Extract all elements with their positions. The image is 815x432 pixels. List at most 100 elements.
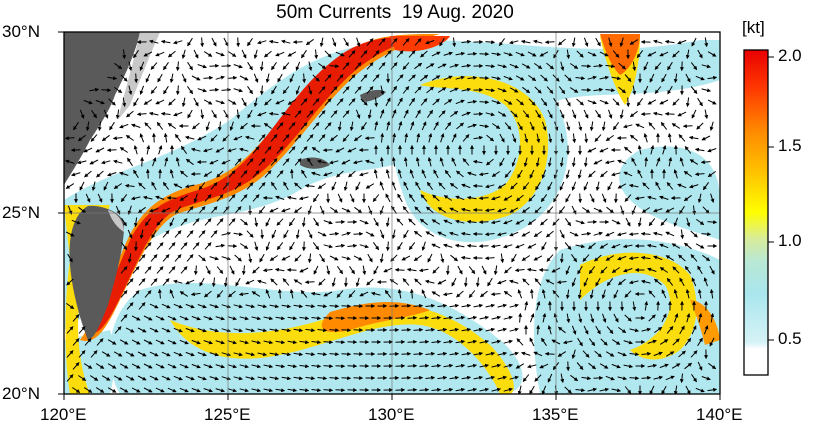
current-arrow (707, 75, 718, 80)
current-arrow (221, 63, 232, 68)
current-arrow (144, 218, 152, 227)
current-arrow (268, 39, 279, 44)
current-arrow (593, 207, 603, 213)
current-arrow (665, 207, 675, 213)
current-arrow (527, 51, 537, 57)
current-arrow (431, 51, 441, 57)
current-arrow (312, 98, 320, 106)
current-arrow (139, 85, 145, 95)
current-arrow (623, 171, 633, 177)
current-arrow (239, 147, 249, 152)
current-arrow (498, 38, 506, 47)
current-arrow (460, 207, 471, 212)
current-arrow (252, 170, 260, 178)
current-arrow (324, 74, 332, 82)
current-arrow (397, 97, 403, 107)
current-arrow (688, 135, 699, 140)
current-arrow (438, 182, 446, 190)
current-arrow (629, 110, 638, 118)
current-arrow (175, 156, 180, 167)
colorbar-tick-1-5: 1.5 (778, 136, 802, 155)
current-arrow (95, 99, 105, 105)
current-arrow (253, 97, 258, 108)
lat-label-20n: 20°N (2, 384, 40, 403)
current-arrow (179, 195, 189, 201)
current-arrow (228, 170, 236, 178)
current-arrow (91, 181, 96, 192)
current-arrow (192, 122, 200, 130)
current-arrow (408, 74, 416, 82)
current-arrow (581, 231, 592, 236)
current-arrow (617, 183, 627, 189)
current-arrow (456, 122, 465, 130)
current-arrow (624, 74, 632, 83)
current-arrow (618, 86, 627, 94)
current-arrow (461, 111, 471, 117)
current-arrow (478, 172, 489, 177)
current-arrow (233, 64, 243, 69)
current-arrow (685, 49, 690, 60)
current-arrow (198, 182, 206, 191)
current-arrow (120, 74, 128, 82)
current-arrow (455, 195, 465, 201)
current-arrow (587, 51, 597, 57)
current-arrow (628, 232, 639, 237)
current-arrow (239, 75, 249, 81)
current-arrow (174, 230, 182, 238)
current-arrow (407, 339, 418, 344)
current-arrow (119, 147, 128, 153)
current-arrow (312, 194, 320, 203)
current-arrow (649, 73, 655, 83)
current-arrow (301, 49, 307, 59)
current-arrow (709, 121, 714, 131)
current-arrow (380, 85, 385, 96)
current-arrow (128, 61, 133, 72)
current-arrow (121, 217, 127, 227)
current-arrow (509, 63, 519, 69)
current-arrow (192, 218, 200, 226)
current-arrow (317, 159, 327, 164)
current-arrow (547, 109, 553, 119)
current-arrow (301, 169, 307, 179)
current-arrow (192, 242, 200, 250)
current-arrow (65, 159, 75, 164)
current-arrow (65, 231, 75, 237)
current-arrow (335, 388, 346, 393)
current-arrow (461, 183, 471, 189)
current-arrow (702, 206, 710, 214)
current-arrow (439, 157, 444, 167)
current-arrow (648, 218, 656, 227)
current-arrow (180, 242, 188, 250)
current-arrow (628, 183, 639, 188)
current-arrow (466, 219, 477, 224)
current-arrow (683, 170, 692, 178)
current-arrow (187, 61, 193, 71)
current-arrow (511, 157, 516, 167)
current-arrow (535, 181, 541, 191)
current-arrow (288, 146, 296, 154)
current-arrow (685, 97, 690, 108)
current-arrow (197, 88, 207, 93)
current-arrow (380, 132, 385, 143)
current-arrow (335, 243, 346, 248)
colorbar-tick-2-0: 2.0 (778, 46, 802, 65)
current-arrow (260, 229, 265, 240)
current-arrow (227, 99, 237, 105)
current-arrow (163, 85, 169, 95)
current-arrow (626, 97, 631, 108)
current-arrow (191, 75, 201, 81)
current-arrow (204, 242, 212, 250)
current-arrow (324, 122, 332, 130)
current-arrow (323, 172, 333, 177)
current-arrow (690, 86, 698, 95)
current-arrow (402, 205, 410, 214)
current-arrow (90, 134, 98, 142)
current-arrow (521, 231, 531, 237)
current-arrow (324, 98, 332, 106)
current-arrow (215, 147, 225, 153)
current-arrow (534, 86, 542, 94)
current-arrow (509, 87, 519, 93)
current-arrow (520, 39, 531, 44)
current-arrow (601, 121, 606, 132)
current-arrow (392, 132, 397, 143)
